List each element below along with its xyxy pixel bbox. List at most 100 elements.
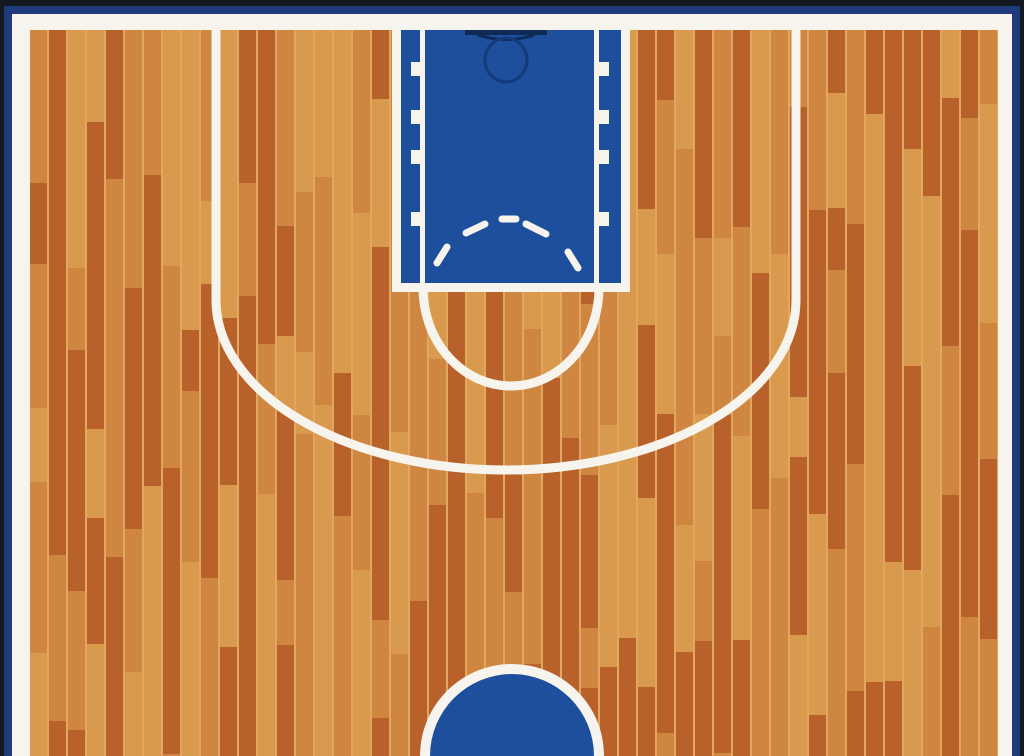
floor-plank xyxy=(752,509,769,626)
floor-plank xyxy=(410,601,427,677)
floor-plank xyxy=(600,667,617,756)
plank-seam xyxy=(807,30,809,756)
floor-plank xyxy=(847,691,864,756)
floor-plank xyxy=(657,733,674,756)
floor-plank xyxy=(847,30,864,224)
floor-plank xyxy=(809,514,826,715)
lane-hash-mark xyxy=(598,62,609,76)
floor-plank xyxy=(771,646,788,756)
floor-plank xyxy=(125,672,142,756)
plank-seam xyxy=(503,30,505,756)
floor-plank xyxy=(125,529,142,672)
floor-plank xyxy=(904,30,921,149)
floor-plank xyxy=(315,177,332,405)
floor-plank xyxy=(638,209,655,325)
floor-plank xyxy=(353,213,370,415)
plank-seam xyxy=(370,30,372,756)
floor-plank xyxy=(220,647,237,756)
floor-plank xyxy=(353,415,370,570)
floor-plank xyxy=(942,754,959,756)
restricted-arc-dash xyxy=(522,220,550,238)
floor-plank xyxy=(695,30,712,238)
floor-plank xyxy=(771,478,788,646)
floor-plank xyxy=(239,296,256,368)
floor-plank xyxy=(524,329,541,489)
floor-plank xyxy=(904,149,921,366)
floor-plank xyxy=(258,344,275,494)
floor-plank xyxy=(733,436,750,499)
floor-plank xyxy=(714,30,731,238)
floor-plank xyxy=(144,30,161,175)
floor-plank xyxy=(106,353,123,557)
floor-plank xyxy=(695,561,712,641)
floor-plank xyxy=(239,183,256,296)
floor-plank xyxy=(980,323,997,459)
floor-plank xyxy=(733,30,750,227)
floor-plank xyxy=(866,439,883,682)
floor-plank xyxy=(638,749,655,756)
floor-plank xyxy=(49,368,66,555)
restricted-arc-dash xyxy=(462,220,489,237)
floor-plank xyxy=(733,292,750,436)
plank-seam xyxy=(788,30,790,756)
floor-plank xyxy=(372,620,389,718)
floor-plank xyxy=(391,432,408,536)
floor-plank xyxy=(562,438,579,600)
floor-plank xyxy=(809,30,826,210)
floor-plank xyxy=(353,570,370,756)
floor-plank xyxy=(296,352,313,434)
floor-plank xyxy=(277,485,294,580)
floor-plank xyxy=(68,30,85,268)
plank-seam xyxy=(826,30,828,756)
floor-plank xyxy=(201,578,218,756)
floor-plank xyxy=(885,218,902,429)
floor-plank xyxy=(201,284,218,514)
floor-plank xyxy=(125,288,142,529)
floor-plank xyxy=(106,179,123,353)
floor-plank xyxy=(87,518,104,644)
plank-seam xyxy=(237,30,239,756)
floor-plank xyxy=(68,730,85,756)
plank-seam xyxy=(598,30,600,756)
plank-seam xyxy=(617,30,619,756)
floor-plank xyxy=(410,372,427,601)
floor-plank xyxy=(239,471,256,681)
floor-plank xyxy=(220,410,237,485)
plank-seam xyxy=(218,30,220,756)
floor-plank xyxy=(296,619,313,756)
floor-plank xyxy=(771,30,788,254)
rim-net xyxy=(477,33,535,41)
floor-plank xyxy=(182,330,199,391)
floor-plank xyxy=(866,682,883,756)
floor-plank xyxy=(657,30,674,100)
floor-plank xyxy=(258,30,275,208)
floor-plank xyxy=(429,359,446,505)
floor-plank xyxy=(296,192,313,352)
floor-plank xyxy=(220,215,237,318)
floor-plank xyxy=(828,734,845,756)
plank-seam xyxy=(902,30,904,756)
lane-hash-mark xyxy=(411,110,422,124)
floor-plank xyxy=(866,269,883,439)
floor-plank xyxy=(391,536,408,654)
floor-plank xyxy=(106,642,123,756)
lane-hash-mark xyxy=(411,150,422,164)
floor-plank xyxy=(942,346,959,495)
floor-plank xyxy=(942,495,959,626)
floor-plank xyxy=(942,98,959,346)
plank-seam xyxy=(769,30,771,756)
plank-seam xyxy=(845,30,847,756)
painted-lane xyxy=(401,30,621,283)
floor-plank xyxy=(657,490,674,565)
floor-plank xyxy=(277,645,294,756)
plank-seam xyxy=(313,30,315,756)
lane-inner-line-left xyxy=(420,30,425,283)
floor-plank xyxy=(68,591,85,730)
floor-plank xyxy=(581,628,598,688)
floor-plank xyxy=(638,687,655,749)
floor-plank xyxy=(315,30,332,177)
floor-plank xyxy=(543,378,560,521)
floor-plank xyxy=(486,398,503,518)
floor-plank xyxy=(277,226,294,336)
